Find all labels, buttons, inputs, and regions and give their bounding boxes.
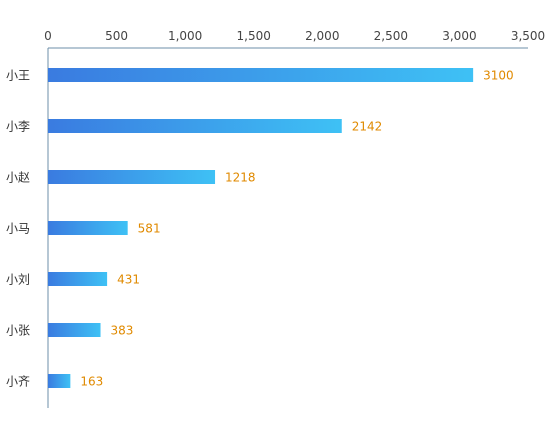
value-label: 2142 xyxy=(352,120,383,134)
category-label: 小赵 xyxy=(6,171,30,185)
category-label: 小刘 xyxy=(6,273,30,287)
x-tick-label: 3,000 xyxy=(442,29,476,43)
axes: 0 500 1,000 1,500 2,000 2,500 3,000 3,500 xyxy=(44,29,545,408)
x-tick-label: 2,500 xyxy=(374,29,408,43)
bar xyxy=(48,68,474,82)
category-label: 小李 xyxy=(6,119,30,134)
value-label: 163 xyxy=(80,375,103,389)
x-tick-label: 0 xyxy=(44,29,52,43)
category-label: 小王 xyxy=(6,69,30,83)
bar xyxy=(48,272,108,286)
x-tick-label: 1,500 xyxy=(237,29,271,43)
bar xyxy=(48,323,101,337)
value-label: 1218 xyxy=(225,171,256,185)
x-tick-label: 3,500 xyxy=(511,29,545,43)
bar xyxy=(48,221,128,235)
value-label: 383 xyxy=(111,324,134,338)
bars xyxy=(48,68,474,388)
value-label: 3100 xyxy=(483,69,514,83)
category-label: 小张 xyxy=(6,324,30,338)
x-tick-label: 1,000 xyxy=(168,29,202,43)
bar xyxy=(48,374,71,388)
bar xyxy=(48,170,216,184)
x-tick-label: 500 xyxy=(105,29,128,43)
bar xyxy=(48,119,342,133)
category-label: 小马 xyxy=(6,222,30,236)
labels: 小王 3100 小李 2142 小赵 1218 小马 581 小刘 431 小张 383 小齐 163 xyxy=(6,69,514,389)
x-tick-label: 2,000 xyxy=(305,29,339,43)
value-label: 581 xyxy=(138,222,161,236)
category-label: 小齐 xyxy=(6,374,30,389)
value-label: 431 xyxy=(117,273,140,287)
